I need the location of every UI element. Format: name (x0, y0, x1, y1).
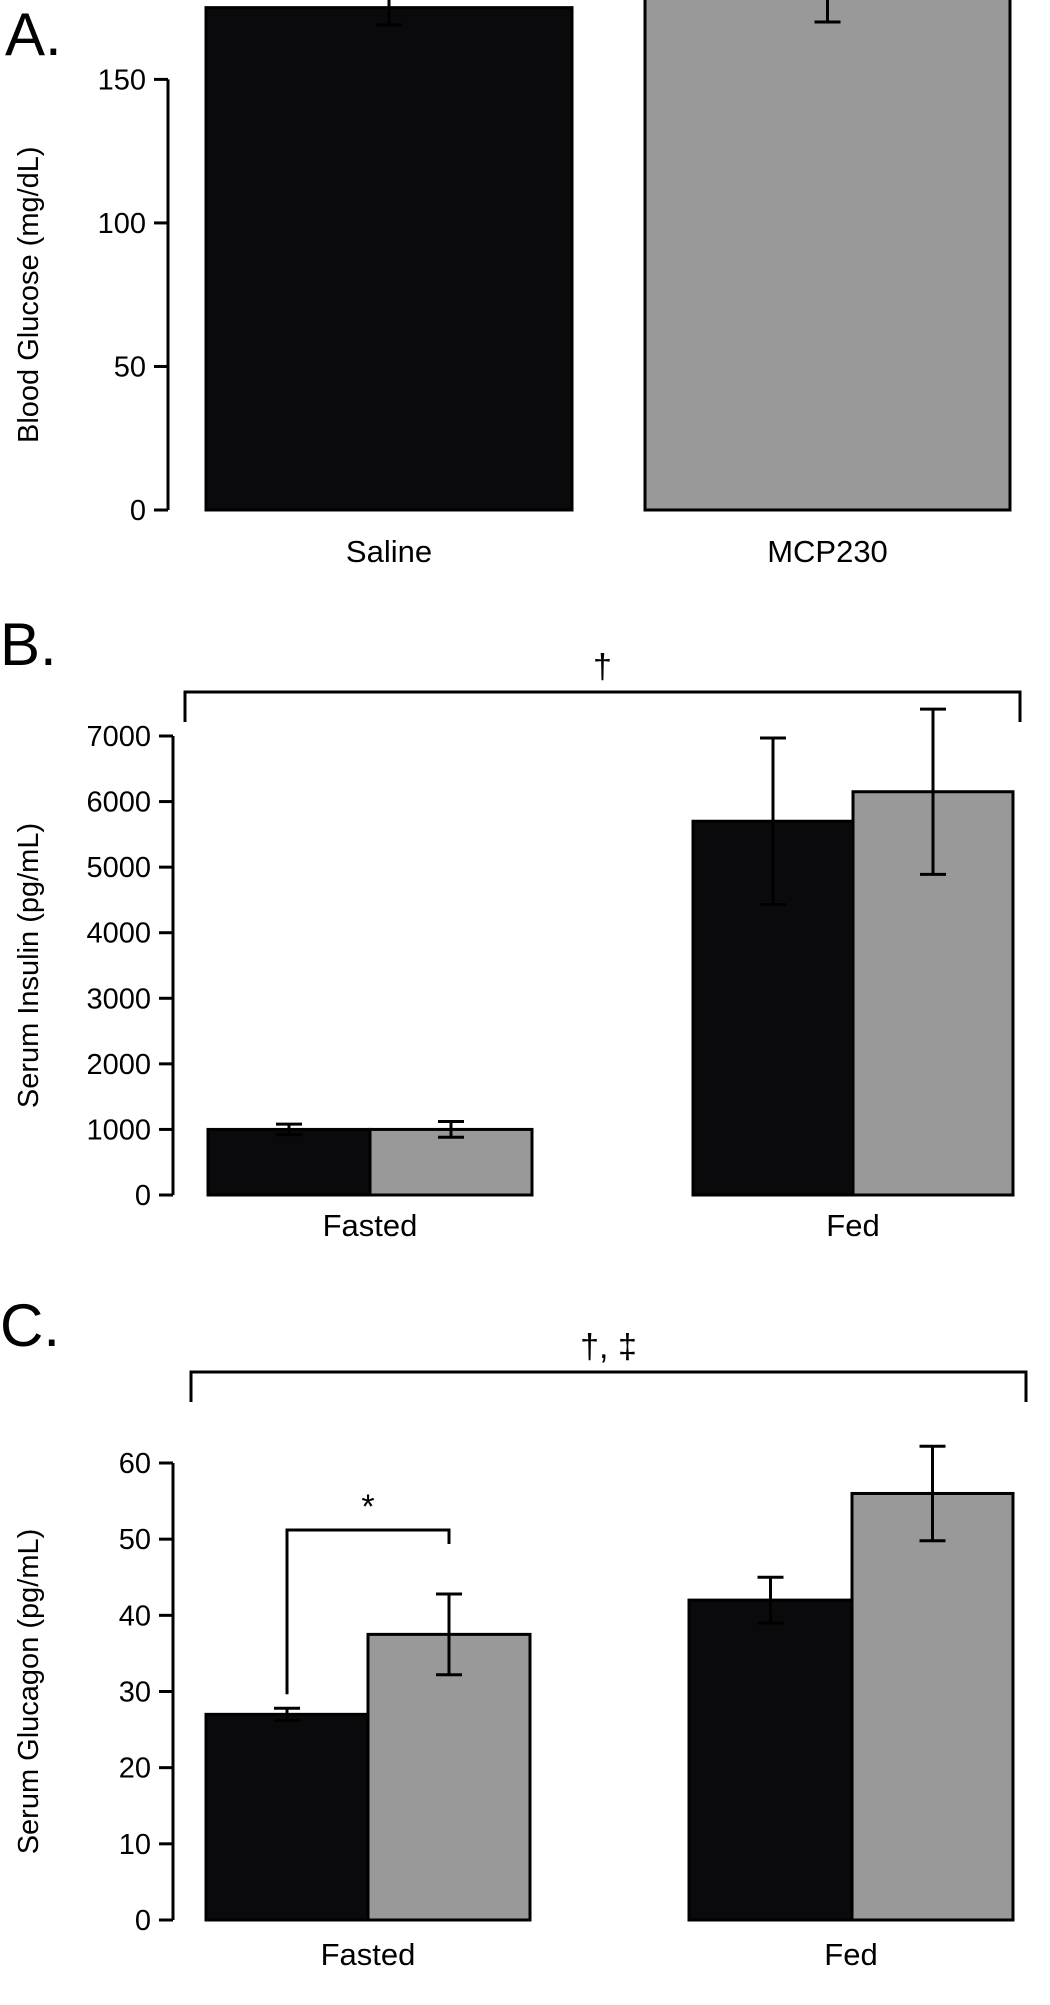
x-category-label: Fasted (323, 1208, 418, 1243)
bar (368, 1127, 534, 1197)
y-tick-label: 20 (119, 1753, 151, 1785)
y-tick-label: 50 (119, 1524, 151, 1556)
y-tick-label: 0 (130, 495, 146, 527)
panel-label: C. (0, 1292, 60, 1359)
x-category-label: MCP230 (767, 534, 888, 569)
significance-label: * (361, 1488, 374, 1526)
bar (850, 1491, 1015, 1922)
bar (204, 6, 574, 512)
bar (204, 1712, 370, 1922)
y-tick-label: 60 (119, 1448, 151, 1480)
significance-label: †, ‡ (580, 1328, 637, 1366)
panel-label: B. (0, 611, 57, 678)
chart-panel-1: B. 0 1000 2000 3000 4000 5000 6000 7000 Serum Ins… (0, 611, 1022, 1243)
chart-panel-0: A. 0 50 100 150 Blood Glucose (mg/dL) Saline MC… (5, 0, 1012, 569)
bar (643, 0, 1012, 512)
y-tick-label: 40 (119, 1600, 151, 1632)
bar (206, 1127, 372, 1197)
x-category-label: Fed (824, 1937, 877, 1972)
x-category-label: Fed (826, 1208, 879, 1243)
bar (366, 1632, 532, 1922)
x-category-label: Saline (346, 534, 432, 569)
panel-label: A. (5, 1, 62, 68)
y-tick-label: 5000 (86, 852, 151, 884)
y-axis-title: Blood Glucose (mg/dL) (13, 146, 45, 443)
y-tick-label: 30 (119, 1677, 151, 1709)
y-tick-label: 2000 (86, 1049, 151, 1081)
y-tick-label: 6000 (86, 787, 151, 819)
y-axis-title: Serum Glucagon (pg/mL) (13, 1529, 45, 1855)
x-category-label: Fasted (321, 1937, 416, 1972)
y-tick-label: 150 (98, 64, 146, 96)
y-tick-label: 0 (135, 1905, 151, 1937)
significance-label: † (593, 648, 612, 686)
y-axis-title: Serum Insulin (pg/mL) (13, 823, 45, 1108)
significance-bracket (183, 690, 1022, 722)
y-tick-label: 3000 (86, 983, 151, 1015)
y-tick-label: 1000 (86, 1114, 151, 1146)
y-tick-label: 0 (135, 1180, 151, 1212)
bar (687, 1598, 854, 1922)
chart-panel-2: C. 0 10 20 30 40 50 60 Serum Glucagon (pg/mL) Fas… (0, 1292, 1028, 1972)
y-tick-label: 50 (114, 351, 146, 383)
y-tick-label: 10 (119, 1829, 151, 1861)
y-tick-label: 4000 (86, 918, 151, 950)
significance-bracket (285, 1528, 451, 1695)
y-tick-label: 7000 (86, 721, 151, 753)
significance-bracket (189, 1370, 1028, 1402)
y-tick-label: 100 (98, 208, 146, 240)
